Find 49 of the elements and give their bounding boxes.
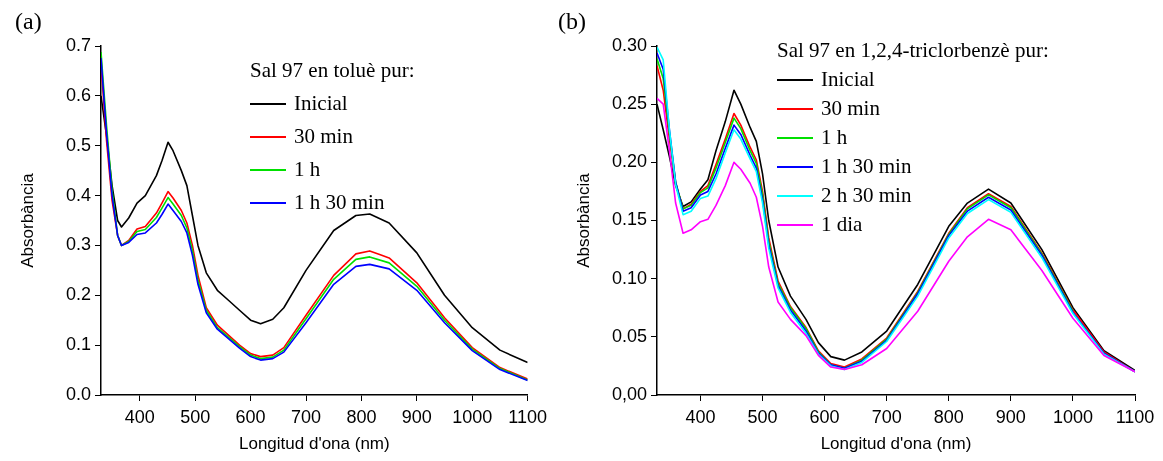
legend-label: 1 h — [294, 157, 321, 182]
x-tick-label: 1100 — [1115, 406, 1155, 427]
legend-label: Inicial — [821, 67, 875, 92]
y-tick-label: 0.4 — [65, 184, 91, 205]
legend-label: 1 h — [821, 125, 848, 150]
legend-label: 1 h 30 min — [821, 154, 912, 179]
y-axis-title: Absorbància — [573, 172, 593, 268]
legend-title: Sal 97 en 1,2,4-triclorbenzè pur: — [777, 38, 1049, 63]
x-tick-label: 1100 — [508, 406, 548, 427]
y-tick-label: 0.20 — [611, 151, 647, 172]
x-tick-label: 700 — [871, 406, 902, 427]
chart-title: (b) — [558, 8, 586, 35]
legend-label: 2 h 30 min — [821, 183, 912, 208]
legend-label: 30 min — [294, 124, 353, 149]
chart-title: (a) — [15, 8, 42, 35]
y-tick-label: 0.1 — [65, 334, 91, 355]
y-tick-label: 0,00 — [611, 383, 647, 404]
legend-label: 30 min — [821, 96, 880, 121]
x-tick-label: 800 — [346, 406, 377, 427]
y-tick-label: 0.05 — [611, 325, 647, 346]
x-tick-label: 1000 — [452, 406, 493, 427]
x-tick-label: 700 — [290, 406, 322, 427]
x-tick-label: 600 — [235, 406, 266, 427]
x-tick-label: 500 — [747, 406, 778, 427]
x-axis-title: Longitud d'ona (nm) — [238, 434, 390, 454]
legend-label: Inicial — [294, 91, 348, 116]
x-tick-label: 400 — [124, 406, 155, 427]
x-tick-label: 900 — [995, 406, 1026, 427]
y-axis-title: Absorbància — [17, 172, 37, 268]
y-tick-label: 0.0 — [65, 383, 91, 404]
x-tick-label: 400 — [685, 406, 716, 427]
x-tick-label: 1000 — [1052, 406, 1093, 427]
y-tick-label: 0.15 — [611, 209, 647, 230]
y-tick-label: 0.10 — [611, 267, 647, 288]
y-tick-label: 0.30 — [611, 34, 647, 55]
legend-title: Sal 97 en toluè pur: — [250, 58, 415, 83]
x-tick-label: 800 — [933, 406, 964, 427]
y-tick-label: 0.7 — [65, 34, 91, 55]
y-tick-label: 0.2 — [65, 284, 91, 305]
legend-label: 1 h 30 min — [294, 190, 385, 215]
x-tick-label: 600 — [809, 406, 840, 427]
x-tick-label: 500 — [180, 406, 211, 427]
x-tick-label: 900 — [401, 406, 432, 427]
y-tick-label: 0.6 — [65, 84, 91, 105]
x-axis-title: Longitud d'ona (nm) — [820, 434, 972, 454]
y-tick-label: 0.3 — [65, 234, 91, 255]
legend-label: 1 dia — [821, 212, 863, 237]
y-tick-label: 0.5 — [65, 134, 91, 155]
y-tick-label: 0.25 — [611, 93, 647, 114]
